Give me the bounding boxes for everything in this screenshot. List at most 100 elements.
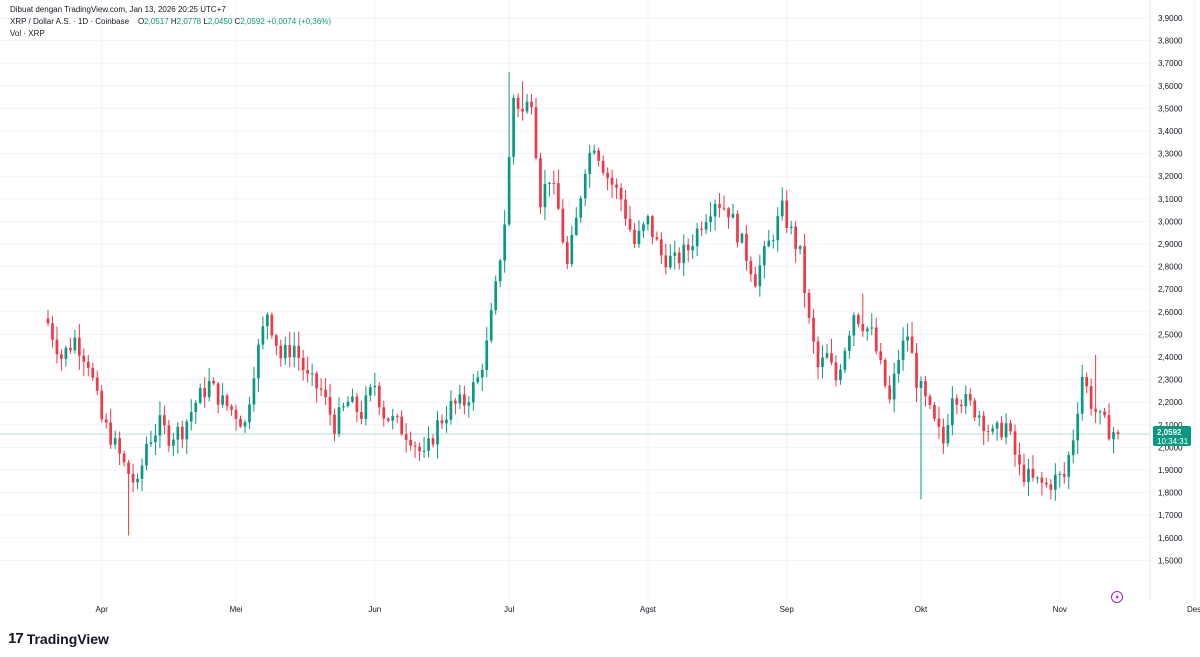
candle-body (825, 353, 829, 358)
candle (534, 97, 538, 161)
candle (507, 72, 511, 227)
candle (230, 404, 233, 416)
candle (843, 347, 847, 373)
x-tick-label: Mei (230, 605, 243, 614)
candle-body (951, 398, 954, 426)
candle (69, 337, 72, 354)
candle-body (597, 150, 601, 161)
candle-body (1009, 423, 1012, 432)
candle (557, 169, 560, 211)
candle-body (628, 218, 632, 230)
candle (812, 309, 815, 354)
candle-body (713, 203, 717, 217)
candle (427, 426, 430, 458)
candle (77, 323, 81, 370)
time-axis[interactable]: AprMeiJunJulAgstSepOktNovDes2026 (95, 0, 1200, 614)
x-tick-label: Nov (1053, 605, 1067, 614)
candle-body (803, 246, 806, 293)
candle-body (530, 101, 533, 108)
candle (615, 178, 618, 199)
candle-body (476, 377, 480, 383)
candle-body (933, 404, 936, 419)
x-tick-label: Jul (504, 605, 514, 614)
candle (315, 371, 318, 403)
candle (64, 345, 68, 367)
candle (382, 400, 386, 427)
candle (319, 378, 323, 397)
candle-body (807, 292, 811, 318)
candle (1107, 403, 1111, 441)
candle (1076, 402, 1080, 454)
candle (937, 406, 941, 439)
symbol-ohlc-line[interactable]: XRP / Dollar A.S. · 1D · Coinbase O2,051… (10, 16, 331, 28)
candle (503, 210, 506, 273)
candle (968, 388, 972, 406)
y-tick-label: 2,5000 (1158, 330, 1183, 339)
candle-body (789, 226, 793, 229)
candle (163, 405, 166, 435)
candle (901, 327, 905, 371)
candle (436, 411, 439, 459)
candle-body (86, 361, 90, 368)
candle (257, 338, 260, 393)
candle-body (180, 426, 184, 440)
volume-legend[interactable]: Vol · XRP (10, 29, 45, 38)
candle-body (771, 240, 775, 242)
lightning-icon[interactable] (1111, 591, 1123, 603)
candle (892, 362, 896, 413)
candle-body (176, 426, 180, 440)
candle (745, 225, 748, 271)
y-tick-label: 3,8000 (1158, 37, 1183, 46)
candle-body (355, 396, 359, 412)
candle (207, 367, 211, 402)
high-label: H (170, 17, 177, 26)
candle-body (55, 339, 59, 355)
candle (463, 385, 466, 415)
price-axis[interactable]: 1,5000 1,6000 1,7000 1,8000 1,9000 2,0000 2,10… (1158, 14, 1183, 565)
candle-body (207, 380, 211, 398)
candle-body (655, 237, 659, 240)
tradingview-logo[interactable]: 17 TradingView (8, 630, 109, 647)
candle (395, 413, 399, 424)
candle-body (507, 156, 511, 225)
candle (1062, 462, 1066, 484)
candle (1103, 407, 1106, 418)
candle (964, 385, 968, 415)
candle-body (212, 380, 215, 384)
symbol-label[interactable]: XRP / Dollar A.S. · 1D · Coinbase (10, 17, 130, 26)
candle-body (521, 108, 524, 112)
candle (646, 214, 650, 231)
candle-body (1062, 474, 1066, 477)
candle (189, 399, 193, 431)
candle (1027, 459, 1030, 497)
candle-body (297, 345, 301, 358)
candle-body (1036, 477, 1039, 479)
candle (628, 205, 632, 233)
candle-body (762, 246, 766, 266)
candle (651, 215, 654, 245)
candle-body (1004, 423, 1008, 438)
candle-body (1116, 432, 1120, 435)
candle-body (919, 381, 923, 388)
candle-body (910, 336, 914, 353)
candle (597, 147, 601, 167)
candle (1080, 364, 1084, 421)
chart-legend: Dibuat dengan TradingView.com, Jan 13, 2… (10, 4, 331, 40)
candle (780, 187, 784, 221)
candle-body (767, 240, 771, 247)
y-tick-label: 1,5000 (1158, 556, 1183, 565)
candle (1058, 471, 1062, 488)
candle-body (968, 394, 972, 401)
candle (377, 382, 381, 415)
candle (391, 408, 395, 430)
candle-body (46, 318, 50, 324)
candle-body (1013, 431, 1017, 455)
candle (239, 415, 242, 428)
candle (180, 420, 184, 449)
candle-body (154, 435, 157, 443)
y-tick-label: 3,0000 (1158, 217, 1183, 226)
candle-body (274, 335, 278, 346)
candle-body (301, 357, 305, 371)
candle (579, 195, 583, 224)
